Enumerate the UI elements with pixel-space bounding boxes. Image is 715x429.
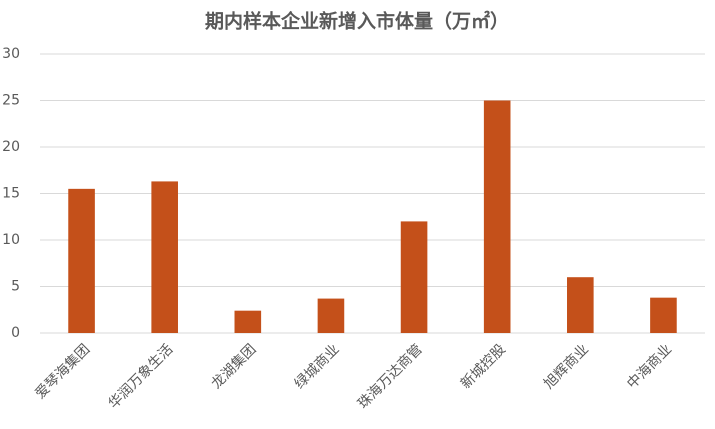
x-tick-label: 中海商业	[624, 341, 675, 392]
y-tick-label: 25	[2, 93, 20, 109]
x-tick-label: 珠海万达商管	[355, 341, 426, 412]
x-tick-label: 龙湖集团	[208, 341, 260, 393]
bar	[234, 310, 262, 333]
x-tick-label: 绿城商业	[292, 341, 343, 392]
bar	[68, 188, 95, 333]
x-tick-label: 新城控股	[458, 341, 509, 392]
chart-title: 期内样本企业新增入市体量（万㎡）	[205, 10, 509, 33]
x-tick-label: 旭辉商业	[541, 341, 592, 392]
y-tick-label: 10	[2, 232, 20, 248]
y-tick-label: 20	[2, 139, 20, 155]
bar	[317, 298, 345, 333]
x-tick-label: 华润万象生活	[106, 341, 177, 412]
y-tick-label: 5	[11, 279, 20, 295]
y-tick-label: 0	[11, 325, 20, 341]
y-tick-label: 15	[2, 186, 20, 202]
x-tick-label: 爱琴海集团	[32, 341, 94, 403]
bar	[567, 277, 594, 333]
bar	[400, 221, 428, 333]
bar	[483, 100, 511, 333]
bar	[151, 181, 178, 333]
y-tick-label: 30	[2, 46, 20, 62]
bar	[650, 297, 677, 333]
